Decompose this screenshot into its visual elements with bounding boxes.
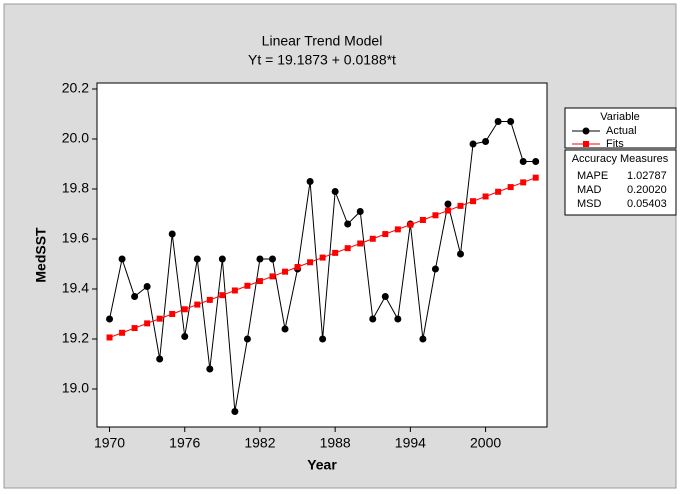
accuracy-name: MAD: [577, 184, 602, 196]
chart-title: Linear Trend Model: [262, 33, 383, 49]
data-point: [381, 293, 389, 300]
data-point: [520, 179, 527, 186]
data-point: [507, 118, 515, 125]
data-point: [306, 178, 314, 185]
data-point: [470, 198, 477, 205]
data-point: [268, 255, 276, 263]
data-point: [444, 207, 451, 214]
data-point: [244, 282, 251, 289]
data-point: [419, 335, 427, 343]
accuracy-name: MAPE: [577, 170, 608, 182]
x-tick-label: 1976: [169, 435, 200, 451]
data-point: [457, 250, 465, 258]
legend-label: Fits: [606, 138, 624, 150]
data-point: [294, 263, 301, 270]
data-point: [394, 315, 402, 323]
data-point: [532, 158, 540, 165]
y-tick-label: 19.2: [62, 330, 89, 346]
data-point: [369, 315, 377, 323]
data-point: [256, 278, 263, 285]
y-tick-label: 20.2: [62, 80, 89, 96]
y-tick-label: 19.6: [62, 230, 89, 246]
legend-marker: [583, 141, 589, 147]
legend-marker: [582, 127, 590, 135]
data-point: [181, 333, 189, 340]
accuracy-value: 1.02787: [627, 170, 667, 182]
data-point: [144, 320, 151, 327]
y-tick-label: 20.0: [62, 130, 89, 146]
data-point: [281, 325, 289, 333]
data-point: [231, 287, 238, 294]
accuracy-name: MSD: [577, 198, 602, 210]
data-point: [269, 273, 276, 280]
data-point: [168, 230, 176, 238]
data-point: [143, 283, 151, 290]
data-point: [356, 208, 364, 215]
data-point: [482, 193, 489, 200]
x-tick-label: 1994: [395, 435, 426, 451]
data-point: [156, 355, 164, 363]
data-point: [193, 255, 201, 263]
data-point: [307, 259, 314, 266]
data-point: [382, 231, 389, 238]
data-point: [469, 140, 477, 148]
data-point: [194, 301, 201, 308]
data-point: [444, 200, 452, 208]
x-tick-label: 2000: [470, 435, 501, 451]
y-tick-label: 19.8: [62, 180, 89, 196]
data-point: [394, 226, 401, 233]
x-tick-label: 1970: [94, 435, 125, 451]
data-point: [118, 255, 126, 263]
x-axis-label: Year: [307, 457, 337, 473]
data-point: [519, 158, 527, 165]
data-point: [219, 292, 226, 299]
data-point: [206, 296, 213, 303]
accuracy-title: Accuracy Measures: [572, 153, 669, 165]
data-point: [206, 365, 214, 373]
data-point: [243, 335, 251, 343]
data-point: [407, 221, 414, 228]
legend-label: Actual: [606, 125, 637, 137]
data-point: [231, 408, 239, 415]
data-point: [507, 184, 514, 191]
data-point: [494, 118, 502, 125]
data-point: [369, 235, 376, 242]
data-point: [169, 310, 176, 317]
accuracy-box: [564, 149, 677, 216]
data-point: [156, 315, 163, 322]
data-point: [431, 265, 439, 273]
data-point: [319, 254, 326, 261]
data-point: [344, 245, 351, 252]
data-point: [106, 315, 114, 323]
data-point: [495, 188, 502, 195]
data-point: [419, 216, 426, 223]
x-tick-label: 1982: [244, 435, 275, 451]
data-point: [282, 268, 289, 275]
data-point: [482, 138, 490, 145]
data-point: [357, 240, 364, 247]
accuracy-value: 0.20020: [627, 184, 667, 196]
data-point: [457, 202, 464, 209]
data-point: [532, 174, 539, 181]
data-point: [218, 255, 226, 263]
data-point: [131, 325, 138, 332]
legend-title: Variable: [600, 111, 640, 123]
chart-subtitle: Yt = 19.1873 + 0.0188*t: [248, 52, 396, 68]
x-tick-label: 1988: [320, 435, 351, 451]
y-tick-label: 19.4: [62, 280, 89, 296]
data-point: [332, 249, 339, 256]
data-point: [256, 255, 264, 263]
y-tick-label: 19.0: [62, 380, 89, 396]
accuracy-value: 0.05403: [627, 198, 667, 210]
data-point: [119, 329, 126, 336]
data-point: [131, 293, 139, 300]
data-point: [319, 335, 327, 343]
data-point: [432, 212, 439, 219]
data-point: [331, 188, 339, 195]
data-point: [106, 334, 113, 341]
y-axis-label: MedSST: [33, 227, 49, 283]
data-point: [181, 306, 188, 313]
data-point: [344, 220, 352, 228]
